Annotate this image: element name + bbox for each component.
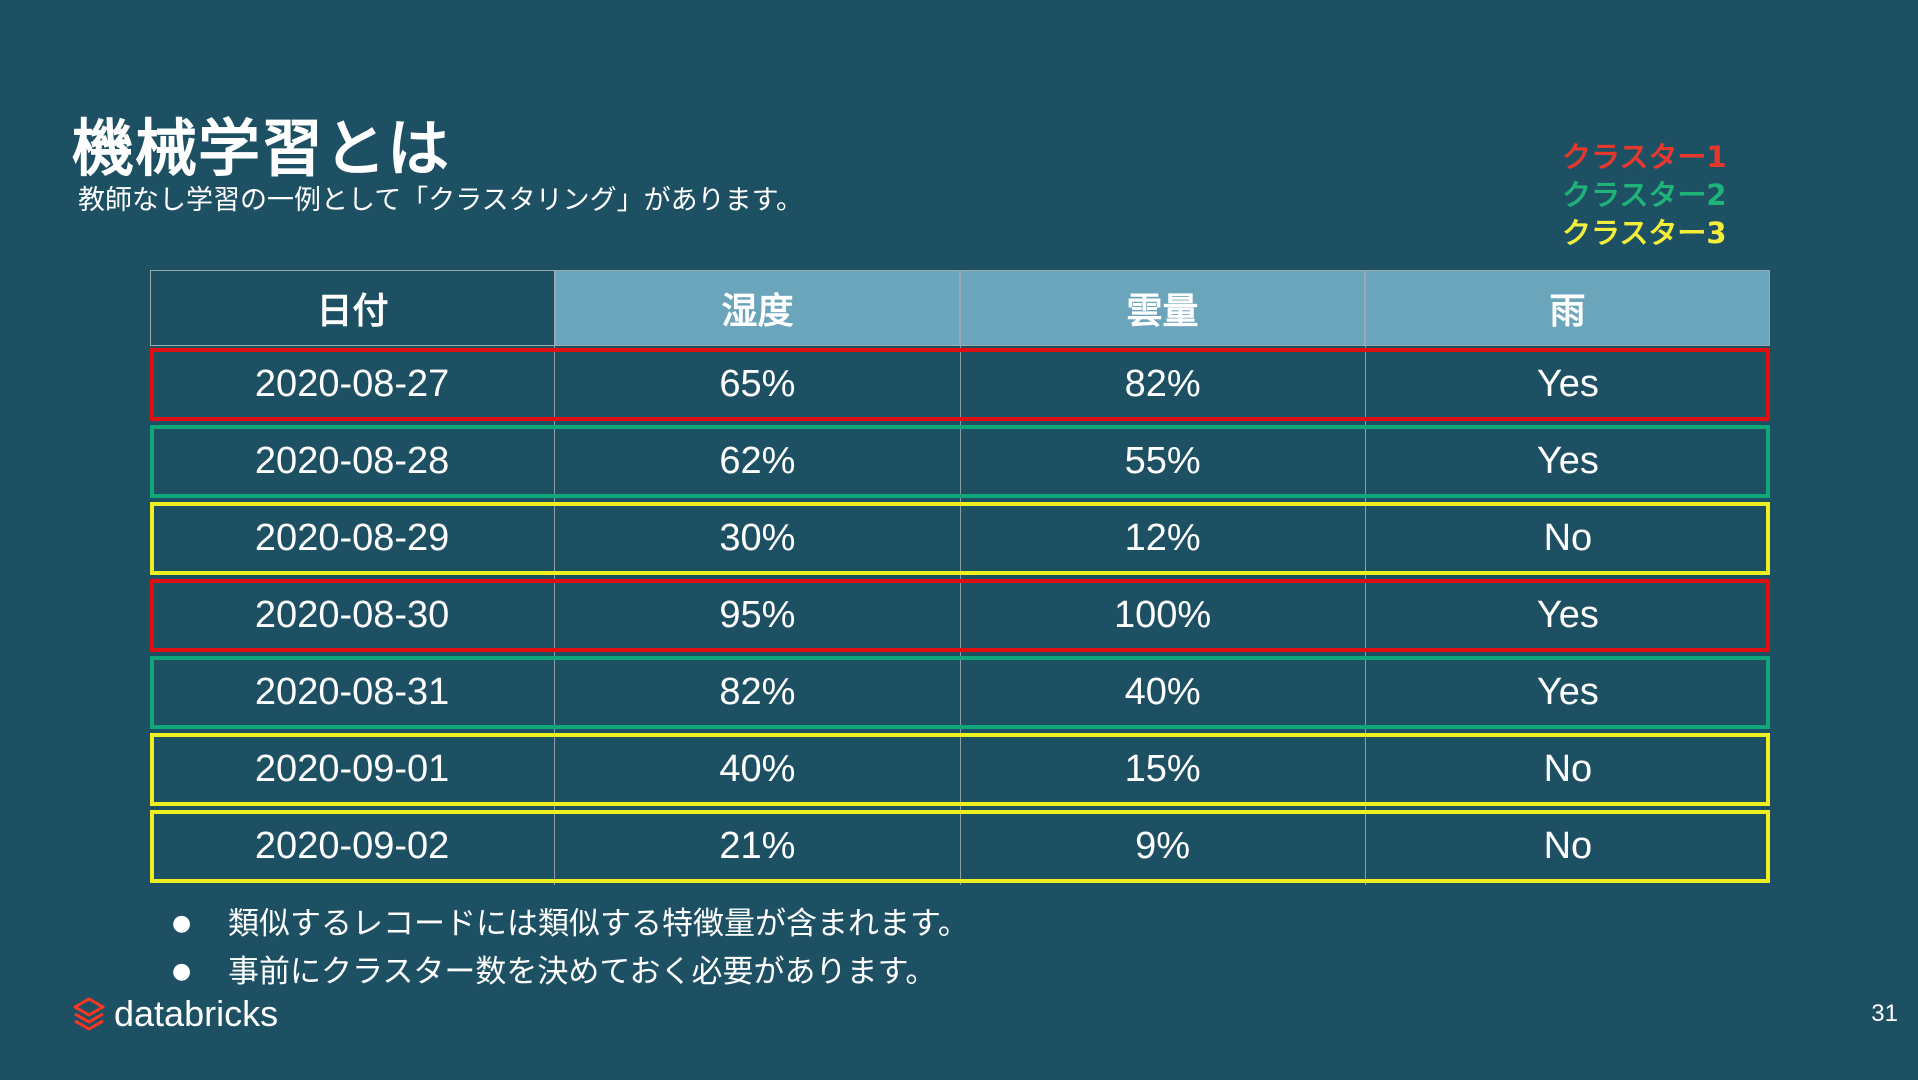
table-header: 日付 湿度 雲量 雨 — [150, 270, 1770, 346]
bullet-text: 類似するレコードには類似する特徴量が含まれます。 — [228, 906, 969, 942]
table-row: 2020-09-02 21% 9% No — [150, 808, 1770, 885]
cell-rain: No — [1543, 748, 1593, 790]
cell-humidity: 62% — [555, 423, 961, 500]
databricks-logo-icon — [73, 997, 105, 1031]
list-item: ● 事前にクラスター数を決めておく必要があります。 — [172, 948, 969, 996]
bullet-icon: ● — [172, 959, 192, 984]
cell-rain: Yes — [1536, 671, 1599, 713]
cell-cloud-cover: 55% — [961, 423, 1366, 500]
table-body: 2020-08-27 65% 82% Yes 2020-08-28 62% 55… — [150, 346, 1770, 885]
cell-cloud-cover: 15% — [961, 731, 1366, 808]
cell-date: 2020-09-02 — [150, 808, 556, 885]
header-rain: 雨 — [1365, 270, 1770, 346]
cell-date: 2020-08-27 — [150, 346, 556, 423]
cell-humidity: 65% — [555, 346, 961, 423]
cell-rain: Yes — [1536, 440, 1599, 482]
table-row: 2020-09-01 40% 15% No — [150, 731, 1770, 808]
databricks-logo: databricks — [72, 993, 278, 1035]
cell-rain: Yes — [1536, 363, 1599, 405]
cell-humidity: 30% — [555, 500, 961, 577]
table-row: 2020-08-29 30% 12% No — [150, 500, 1770, 577]
brand-name: databricks — [114, 993, 279, 1034]
page-number: 31 — [1871, 1000, 1898, 1027]
cell-cloud-cover: 9% — [961, 808, 1366, 885]
cell-cloud-cover: 12% — [961, 500, 1366, 577]
table-row: 2020-08-27 65% 82% Yes — [150, 346, 1770, 423]
bullet-icon: ● — [172, 911, 192, 936]
cell-date: 2020-09-01 — [150, 731, 556, 808]
cell-cloud-cover: 82% — [961, 346, 1366, 423]
cell-date: 2020-08-29 — [150, 500, 556, 577]
cell-humidity: 82% — [555, 654, 961, 731]
bullet-list: ● 類似するレコードには類似する特徴量が含まれます。 ● 事前にクラスター数を決… — [172, 900, 969, 996]
cell-date: 2020-08-30 — [150, 577, 556, 654]
header-humidity: 湿度 — [555, 270, 960, 346]
list-item: ● 類似するレコードには類似する特徴量が含まれます。 — [172, 900, 969, 948]
legend-item-cluster-3: クラスター3 — [1562, 216, 1727, 250]
cell-cloud-cover: 40% — [961, 654, 1366, 731]
cell-humidity: 21% — [555, 808, 961, 885]
cell-date: 2020-08-28 — [150, 423, 556, 500]
cell-rain: Yes — [1536, 594, 1599, 636]
cell-cloud-cover: 100% — [961, 577, 1366, 654]
cell-humidity: 40% — [555, 731, 961, 808]
header-cloud-cover: 雲量 — [960, 270, 1365, 346]
header-date: 日付 — [150, 270, 555, 346]
cell-date: 2020-08-31 — [150, 654, 556, 731]
table-row: 2020-08-31 82% 40% Yes — [150, 654, 1770, 731]
cluster-legend: クラスター1 クラスター2 クラスター3 — [1562, 138, 1727, 252]
cell-humidity: 95% — [555, 577, 961, 654]
cell-rain: No — [1543, 517, 1593, 559]
legend-item-cluster-1: クラスター1 — [1562, 140, 1727, 174]
table-row: 2020-08-28 62% 55% Yes — [150, 423, 1770, 500]
slide-title: 機械学習とは — [72, 112, 451, 185]
table-row: 2020-08-30 95% 100% Yes — [150, 577, 1770, 654]
legend-item-cluster-2: クラスター2 — [1562, 178, 1727, 212]
bullet-text: 事前にクラスター数を決めておく必要があります。 — [228, 954, 937, 990]
slide-subtitle: 教師なし学習の一例として「クラスタリング」があります。 — [78, 185, 803, 216]
cell-rain: No — [1543, 825, 1593, 867]
cluster-table: 日付 湿度 雲量 雨 2020-08-27 65% 82% Yes 2020-0… — [150, 270, 1770, 885]
